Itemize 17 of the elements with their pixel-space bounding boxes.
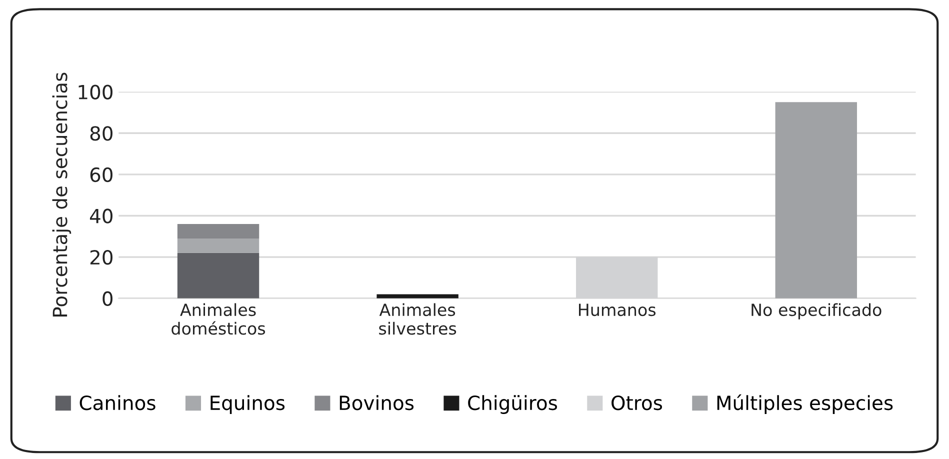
y-tick-label: 20 <box>90 250 112 265</box>
legend-label: Chigüiros <box>468 395 558 414</box>
y-tick-label: 40 <box>90 208 112 224</box>
y-tick-label: 60 <box>90 167 112 182</box>
legend-label: Caninos <box>80 395 156 410</box>
x-tick-label: Humanos <box>578 304 656 316</box>
legend-label: Otros <box>612 395 662 410</box>
x-tick-label: No especificado <box>752 303 882 320</box>
y-tick-label: 80 <box>90 126 112 141</box>
legend-label: Múltiples especies <box>717 394 893 414</box>
y-tick-label: 0 <box>102 291 112 306</box>
x-tick-label: Animales silvestres <box>379 303 456 335</box>
y-tick-label: 100 <box>78 84 112 100</box>
legend-label: Equinos <box>210 395 285 414</box>
legend-label: Bovinos <box>340 395 414 410</box>
y-axis-title: Porcentaje de secuencias <box>52 72 72 316</box>
x-tick-label: Animales domésticos <box>172 303 266 335</box>
